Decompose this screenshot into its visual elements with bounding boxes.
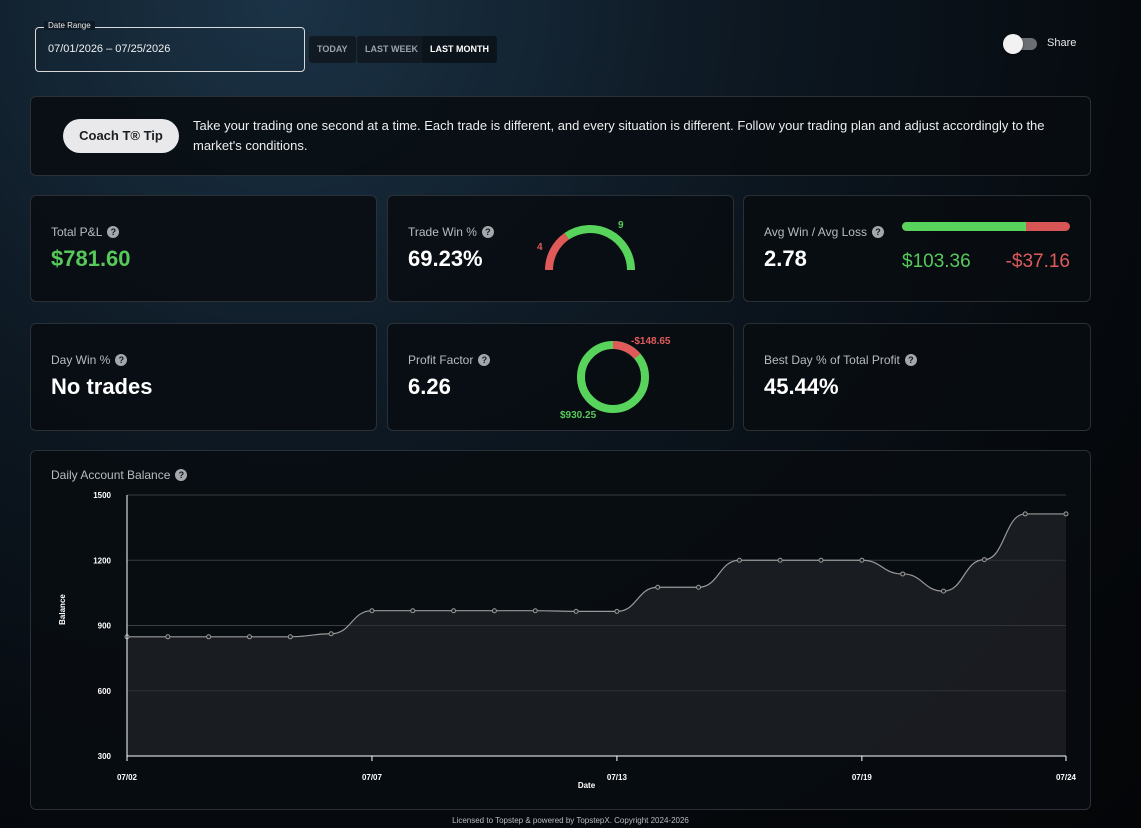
help-icon[interactable]: ? — [107, 226, 120, 238]
y-tick-label: 300 — [98, 752, 112, 761]
last-month-button[interactable]: LAST MONTH — [422, 36, 497, 63]
footer-text: Licensed to Topstep & powered by Topstep… — [452, 816, 689, 825]
profit-factor-donut: -$148.65 $930.25 — [560, 336, 671, 421]
avg-win-loss-bar — [902, 222, 1070, 231]
best-day-card: Best Day % of Total Profit? 45.44% — [743, 323, 1091, 431]
help-icon[interactable]: ? — [115, 354, 128, 366]
trade-win-gauge: 4 9 — [537, 220, 635, 271]
profit-factor-value: 6.26 — [408, 374, 451, 399]
x-axis-label: Date — [578, 781, 596, 790]
data-point — [818, 557, 824, 563]
data-point — [491, 608, 497, 614]
data-point — [981, 557, 987, 563]
date-range-field[interactable]: Date Range 07/01/2026 – 07/25/2026 — [35, 21, 305, 72]
help-icon[interactable]: ? — [175, 469, 188, 481]
data-point — [532, 608, 538, 614]
best-day-label: Best Day % of Total Profit — [764, 353, 900, 367]
total-pnl-card: Total P&L? $781.60 — [30, 195, 377, 302]
data-point — [287, 634, 293, 640]
date-range-legend: Date Range — [44, 21, 95, 30]
x-tick-label: 07/07 — [362, 773, 383, 782]
today-button[interactable]: TODAY — [309, 36, 356, 63]
gross-loss-label: -$148.65 — [631, 336, 671, 347]
help-icon[interactable]: ? — [904, 354, 917, 366]
toggle-knob[interactable] — [1003, 34, 1023, 54]
gauge-loss-count: 4 — [537, 242, 543, 253]
x-tick-label: 07/19 — [852, 773, 873, 782]
data-point — [410, 608, 416, 614]
avg-win-loss-label: Avg Win / Avg Loss — [764, 225, 867, 239]
coach-tip-card: Coach T® Tip Take your trading one secon… — [30, 96, 1091, 176]
data-point — [1022, 511, 1028, 517]
y-tick-label: 1200 — [93, 556, 111, 565]
data-point — [736, 557, 742, 563]
best-day-value: 45.44% — [764, 374, 839, 399]
data-point — [573, 608, 579, 614]
total-pnl-value: $781.60 — [51, 246, 131, 271]
gauge-win-count: 9 — [618, 220, 624, 231]
data-point — [328, 631, 334, 637]
gauge-loss-arc — [545, 232, 570, 271]
profit-factor-card: Profit Factor? 6.26 -$148.65 $930.25 — [387, 323, 734, 431]
y-tick-label: 900 — [98, 622, 112, 631]
x-tick-label: 07/02 — [117, 773, 138, 782]
data-point — [369, 608, 375, 614]
data-point — [777, 557, 783, 563]
x-tick-label: 07/13 — [607, 773, 628, 782]
avg-win-loss-card: Avg Win / Avg Loss? 2.78 $103.36 -$37.16 — [743, 195, 1091, 302]
avg-win-value: $103.36 — [902, 251, 971, 272]
profit-factor-label: Profit Factor — [408, 353, 474, 367]
trade-win-value: 69.23% — [408, 246, 483, 271]
day-win-card: Day Win %? No trades — [30, 323, 377, 431]
help-icon[interactable]: ? — [478, 354, 491, 366]
avg-win-bar-fill — [902, 222, 1026, 231]
day-win-label: Day Win % — [51, 353, 111, 367]
y-tick-label: 1500 — [93, 491, 111, 500]
balance-area — [127, 513, 1066, 756]
help-icon[interactable]: ? — [871, 226, 884, 238]
avg-win-loss-value: 2.78 — [764, 246, 807, 271]
share-label: Share — [1047, 37, 1077, 49]
data-point — [900, 571, 906, 577]
data-point — [206, 634, 212, 640]
date-range-value[interactable]: 07/01/2026 – 07/25/2026 — [48, 43, 171, 55]
daily-balance-card: Daily Account Balance? 300 600 900 1200 1500… — [30, 450, 1091, 810]
gauge-win-arc — [564, 225, 635, 271]
data-point — [1063, 511, 1069, 517]
coach-tip-button[interactable]: Coach T® Tip — [63, 119, 179, 153]
avg-loss-value: -$37.16 — [1005, 251, 1070, 272]
total-pnl-label: Total P&L — [51, 225, 103, 239]
chart-title: Daily Account Balance — [51, 468, 171, 482]
day-win-value: No trades — [51, 374, 153, 399]
data-point — [614, 608, 620, 614]
last-week-button[interactable]: LAST WEEK — [357, 36, 426, 63]
data-point — [165, 634, 171, 640]
data-point — [655, 584, 661, 590]
trade-win-label: Trade Win % — [408, 225, 477, 239]
donut-loss-ring — [577, 341, 649, 413]
trade-win-card: Trade Win %? 69.23% 4 9 — [387, 195, 734, 302]
x-tick-label: 07/24 — [1056, 773, 1077, 782]
data-point — [859, 557, 865, 563]
data-point — [451, 608, 457, 614]
gross-profit-label: $930.25 — [560, 410, 597, 421]
y-axis-label: Balance — [58, 594, 67, 625]
y-tick-label: 600 — [98, 687, 112, 696]
balance-chart[interactable]: 300 600 900 1200 1500 07/02 07/07 07/13 07/19 07/… — [31, 451, 1092, 811]
help-icon[interactable]: ? — [481, 226, 494, 238]
data-point — [696, 584, 702, 590]
data-point — [941, 588, 947, 594]
data-point — [246, 634, 252, 640]
coach-tip-text: Take your trading one second at a time. … — [193, 118, 1045, 153]
